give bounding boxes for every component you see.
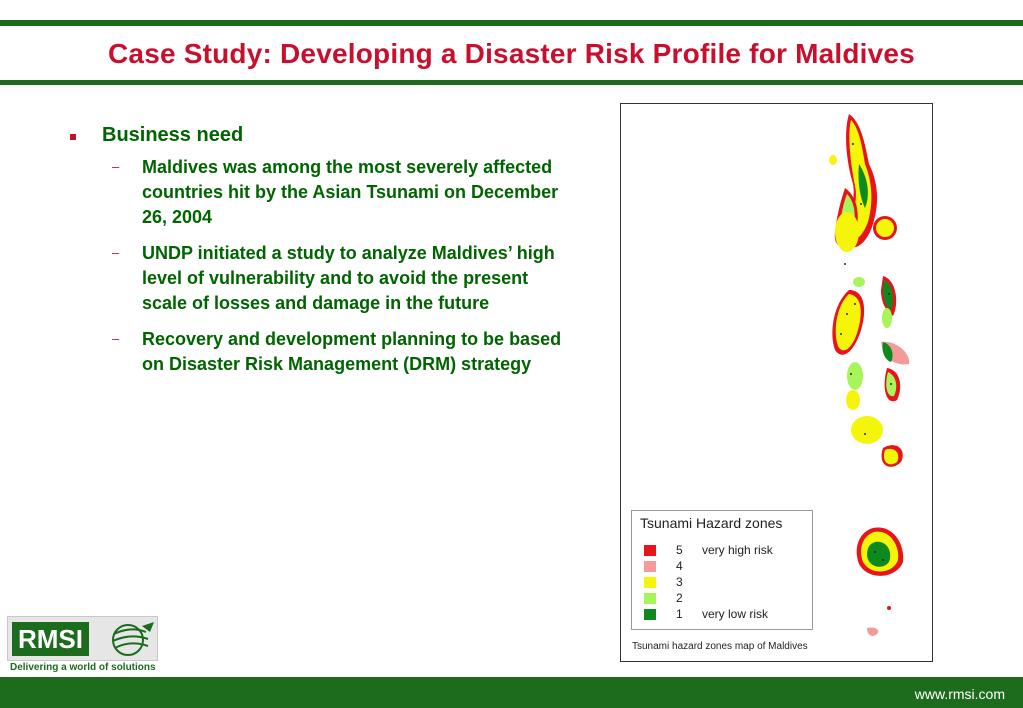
swatch-level-4 <box>644 560 656 572</box>
swatch-level-5 <box>644 544 656 556</box>
logo-text: RMSI <box>12 622 89 656</box>
atoll-shape <box>846 390 860 410</box>
title-rule <box>0 80 1023 85</box>
legend-row: 5 very high risk <box>644 543 773 557</box>
atoll-shape <box>847 362 863 390</box>
subbullet-item: – Recovery and development planning to b… <box>112 327 582 377</box>
rmsi-logo: RMSI <box>7 616 158 661</box>
subbullet-item: – Maldives was among the most severely a… <box>112 155 582 230</box>
footer-bar: www.rmsi.com <box>0 677 1023 708</box>
dash-icon: – <box>112 331 120 346</box>
slide-body: Business need – Maldives was among the m… <box>62 124 582 388</box>
swatch-level-1 <box>644 608 656 620</box>
atoll-shape <box>867 627 879 636</box>
legend-level: 5 <box>676 543 683 557</box>
atoll-shape <box>853 277 865 287</box>
subbullet-text: UNDP initiated a study to analyze Maldiv… <box>142 243 555 313</box>
legend-level: 2 <box>676 591 683 605</box>
bullet-text: Business need <box>102 124 244 146</box>
legend-label: very low risk <box>702 607 769 621</box>
atoll-shape <box>851 416 883 444</box>
legend-level: 1 <box>676 607 683 621</box>
atoll-shape <box>858 164 868 208</box>
atoll-shape <box>876 219 894 237</box>
legend-label: very high risk <box>702 543 773 557</box>
dash-icon: – <box>112 159 120 174</box>
subbullet-item: – UNDP initiated a study to analyze Mald… <box>112 241 582 316</box>
dash-icon: – <box>112 245 120 260</box>
atoll-shape <box>867 541 891 567</box>
atoll-shape <box>835 294 861 351</box>
square-bullet-icon <box>70 134 76 140</box>
legend-row: 2 <box>644 591 702 605</box>
map-caption: Tsunami hazard zones map of Maldives <box>632 641 808 652</box>
swatch-level-2 <box>644 592 656 604</box>
atoll-shape <box>835 212 859 252</box>
legend-title: Tsunami Hazard zones <box>640 515 783 531</box>
legend-row: 4 <box>644 559 702 573</box>
bullet-item: Business need <box>62 124 582 147</box>
atoll-shape <box>887 606 891 610</box>
atoll-shape <box>882 342 893 362</box>
logo-tagline: Delivering a world of solutions <box>10 662 156 673</box>
legend-row: 1 very low risk <box>644 607 768 621</box>
map-legend: Tsunami Hazard zones 5 very high risk 4 … <box>631 510 813 630</box>
atoll-shape <box>829 155 837 165</box>
legend-level: 3 <box>676 575 683 589</box>
subbullet-list: – Maldives was among the most severely a… <box>112 155 582 377</box>
atoll-shape <box>883 448 899 465</box>
subbullet-text: Maldives was among the most severely aff… <box>142 157 559 227</box>
legend-level: 4 <box>676 559 683 573</box>
slide-title: Case Study: Developing a Disaster Risk P… <box>108 38 915 69</box>
top-rule <box>0 20 1023 26</box>
atoll-shape <box>883 280 893 310</box>
atoll-shape <box>882 308 892 328</box>
subbullet-text: Recovery and development planning to be … <box>142 329 562 374</box>
maldives-map <box>829 114 910 636</box>
swatch-level-3 <box>644 576 656 588</box>
legend-row: 3 <box>644 575 702 589</box>
website-link[interactable]: www.rmsi.com <box>914 686 1005 702</box>
globe-icon <box>112 622 154 656</box>
